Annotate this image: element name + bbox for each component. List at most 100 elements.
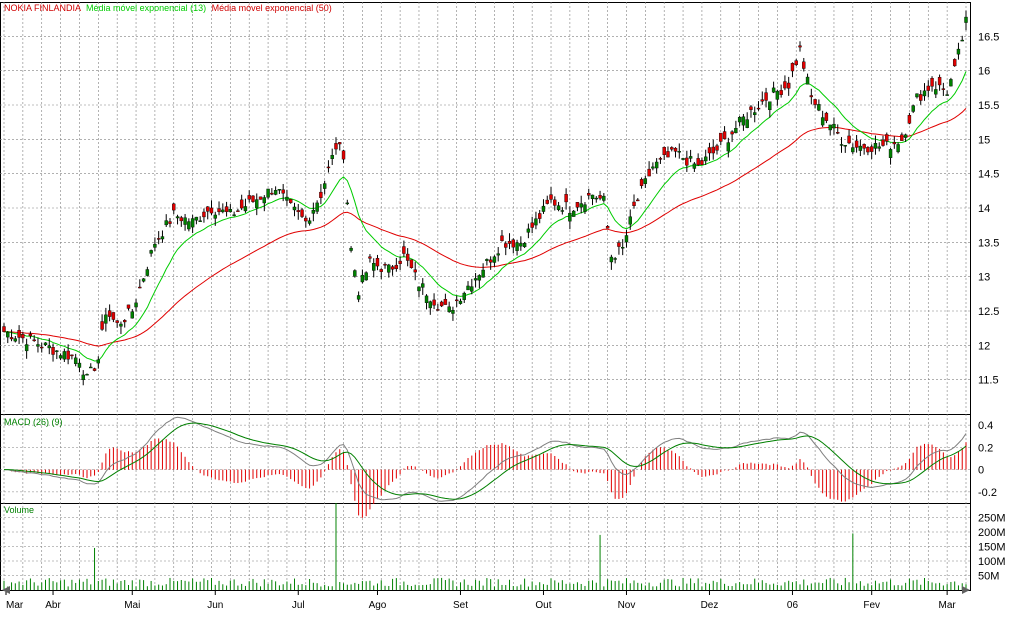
candle-body [553,199,557,206]
candle-body [790,62,795,72]
candle-body [587,193,591,196]
candle-body [711,146,715,154]
price-tick-label: 13 [978,272,990,284]
candle-body [473,278,478,281]
candle-body [379,269,383,272]
candle-body [783,81,787,89]
candle-body [847,135,851,144]
candle-body [270,192,274,195]
candle-body [300,209,304,217]
candle-body [824,112,829,121]
signal-line [4,422,967,500]
candle-body [719,132,723,142]
candle-body [398,260,402,264]
candle-body [496,253,500,256]
volume-tick-label: 50M [978,571,999,583]
candle-body [504,243,508,248]
candle-body [123,320,127,323]
month-label: Jul [292,600,305,611]
candle-body [843,145,847,147]
month-label: Nov [618,600,636,611]
scroll-right-arrow-icon[interactable] [962,586,970,594]
candle-body [111,312,116,320]
candle-body [307,220,312,224]
month-label: Fev [863,600,880,611]
candle-body [36,344,40,347]
candle-body [685,157,689,166]
price-tick-label: 16 [978,66,990,78]
candle-body [858,145,863,151]
candle-body [194,216,199,221]
candle-body [6,331,10,338]
candle-body [247,195,251,200]
candle-body [760,99,764,102]
candle-body [700,160,704,165]
candle-body [960,39,964,42]
candle-body [877,146,881,149]
candle-body [481,269,485,278]
candle-body [70,354,74,357]
candle-body [786,82,791,89]
candle-body [802,61,806,69]
candle-body [2,326,6,332]
candle-body [749,106,753,110]
candle-body [609,256,614,263]
candle-body [387,264,391,273]
candle-body [289,199,293,203]
candle-body [907,115,912,124]
candle-body [24,344,29,352]
ema50-legend: Média móvel exponencial (50) [212,3,332,13]
candle-body [251,195,255,202]
candle-body [541,205,546,212]
candle-body [500,235,504,242]
candle-body [104,314,108,324]
macd-tick-label: 0.4 [978,420,993,432]
candle-body [670,147,674,150]
candle-body [417,286,421,292]
candle-body [726,142,731,152]
candle-body [722,131,727,140]
candle-body [455,299,459,302]
candle-body [266,188,270,198]
candle-body [805,76,810,85]
candle-body [439,301,444,307]
candle-body [828,124,832,131]
candle-body [13,338,18,342]
month-label: Mai [124,600,140,611]
volume-tick-label: 200M [978,527,1006,539]
candle-body [737,117,742,123]
candle-body [647,168,651,177]
candle-body [696,158,700,166]
candle-body [613,258,617,260]
candle-body [326,166,331,169]
candle-body [168,221,172,224]
macd-line [3,416,967,502]
candle-body [224,206,229,212]
candle-body [405,253,410,261]
candle-body [172,203,176,211]
candle-body [583,204,587,212]
candle-body [85,374,89,376]
candle-body [809,95,814,98]
candle-body [372,263,376,271]
candle-body [255,199,259,209]
candle-body [534,218,538,226]
scroll-left-arrow-icon[interactable] [2,586,10,594]
candle-body [756,107,761,110]
volume-panel-label: Volume [4,505,34,515]
candle-body [673,147,678,152]
candle-body [579,203,583,208]
candle-body [315,202,319,212]
candle-body [119,323,123,327]
candle-body [134,302,138,308]
macd-panel-frame [0,414,971,504]
price-candles [2,10,968,386]
candle-body [28,333,33,337]
candle-body [409,259,414,269]
candle-body [322,183,327,189]
macd-tick-label: -0.2 [978,487,997,499]
candle-body [383,264,387,266]
candle-body [545,199,549,204]
candle-body [338,142,342,145]
candle-body [753,112,757,116]
